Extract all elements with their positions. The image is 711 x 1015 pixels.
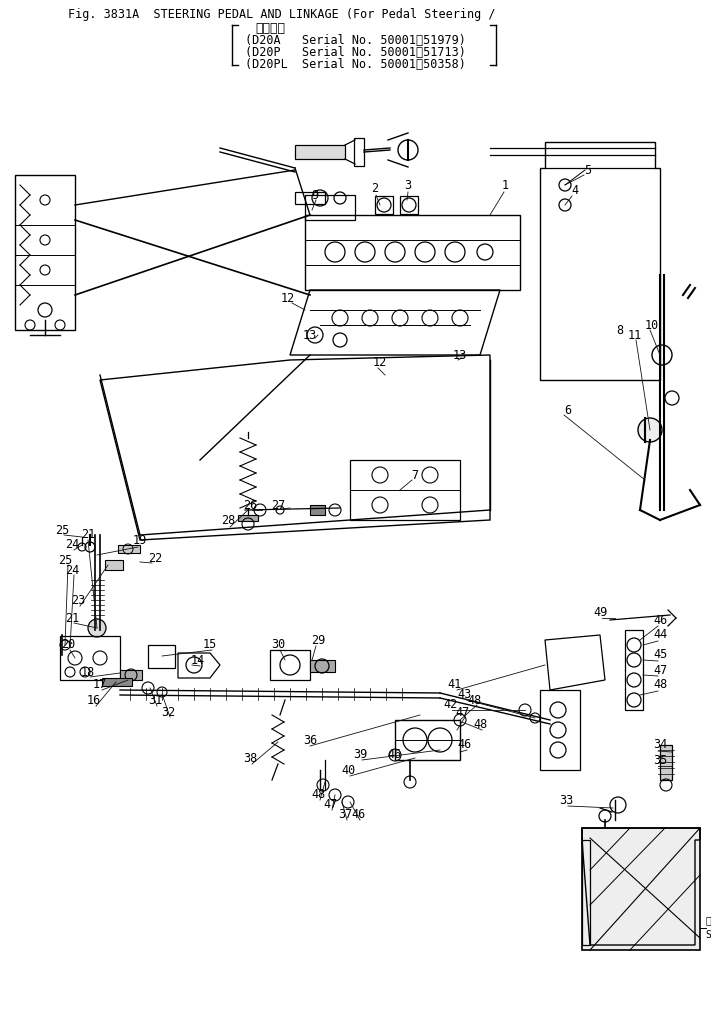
Text: 3: 3 — [405, 179, 412, 192]
Text: 29: 29 — [311, 633, 325, 647]
Text: 47: 47 — [653, 664, 667, 677]
Text: 13: 13 — [453, 348, 467, 361]
Text: 26: 26 — [243, 498, 257, 512]
Text: 20: 20 — [61, 638, 75, 652]
Text: 17: 17 — [93, 678, 107, 691]
Text: 34: 34 — [653, 739, 667, 751]
Text: 48: 48 — [468, 693, 482, 706]
Text: 46: 46 — [458, 739, 472, 751]
Text: 36: 36 — [303, 734, 317, 746]
Text: 19: 19 — [133, 534, 147, 546]
Text: 13: 13 — [303, 329, 317, 341]
Text: 47: 47 — [323, 799, 337, 812]
Text: 45: 45 — [653, 649, 667, 662]
Bar — [118, 545, 140, 553]
Text: 37: 37 — [338, 809, 352, 821]
Text: 22: 22 — [148, 551, 162, 564]
Text: 9: 9 — [311, 189, 319, 202]
Text: 31: 31 — [148, 693, 162, 706]
Text: 39: 39 — [353, 748, 367, 761]
Text: 44: 44 — [653, 628, 667, 641]
Text: 5: 5 — [584, 163, 592, 177]
Text: 適用号機: 適用号機 — [255, 22, 285, 35]
Text: (D20A   Serial No. 50001～51979): (D20A Serial No. 50001～51979) — [245, 33, 466, 47]
Text: 1: 1 — [501, 179, 508, 192]
Text: 8: 8 — [616, 324, 624, 337]
Text: (D20PL  Serial No. 50001～50358): (D20PL Serial No. 50001～50358) — [245, 58, 466, 71]
Text: (D20P   Serial No. 50001～51713): (D20P Serial No. 50001～51713) — [245, 46, 466, 59]
Text: 38: 38 — [243, 751, 257, 764]
Bar — [102, 678, 132, 686]
Bar — [120, 670, 142, 680]
Text: 21: 21 — [81, 529, 95, 541]
Bar — [310, 660, 335, 672]
Text: 16: 16 — [87, 693, 101, 706]
Text: 41: 41 — [448, 678, 462, 691]
Bar — [238, 515, 258, 521]
Text: 14: 14 — [191, 654, 205, 667]
Bar — [660, 745, 672, 780]
Text: 27: 27 — [271, 498, 285, 512]
Text: 15: 15 — [203, 638, 217, 652]
Text: 18: 18 — [81, 666, 95, 678]
Text: 33: 33 — [559, 794, 573, 807]
Circle shape — [88, 619, 106, 637]
Text: 46: 46 — [351, 809, 365, 821]
Text: 10: 10 — [645, 319, 659, 332]
Circle shape — [638, 418, 662, 442]
Text: ステアリングケースカバー: ステアリングケースカバー — [706, 915, 711, 925]
Text: 43: 43 — [458, 688, 472, 701]
Bar — [375, 196, 393, 214]
Text: 42: 42 — [443, 698, 457, 712]
Text: 24: 24 — [65, 563, 79, 577]
Text: 2: 2 — [371, 182, 378, 195]
Text: 46: 46 — [388, 748, 402, 761]
Text: 21: 21 — [65, 611, 79, 624]
Text: Steering Case Cover: Steering Case Cover — [706, 930, 711, 940]
Bar — [295, 145, 345, 159]
Text: 49: 49 — [593, 606, 607, 618]
Text: 4: 4 — [572, 184, 579, 197]
Bar — [295, 192, 325, 204]
Text: Fig. 3831A  STEERING PEDAL AND LINKAGE (For Pedal Steering /: Fig. 3831A STEERING PEDAL AND LINKAGE (F… — [68, 8, 496, 21]
Text: 40: 40 — [341, 763, 355, 776]
Polygon shape — [582, 828, 700, 950]
Text: 23: 23 — [71, 594, 85, 607]
Bar — [354, 138, 364, 166]
Text: 48: 48 — [653, 678, 667, 691]
Bar — [310, 505, 325, 515]
Text: 12: 12 — [281, 291, 295, 304]
Text: 47: 47 — [456, 705, 470, 719]
Text: 48: 48 — [311, 789, 325, 802]
Text: 25: 25 — [55, 524, 69, 537]
Text: 35: 35 — [653, 753, 667, 766]
Text: 46: 46 — [653, 613, 667, 626]
Text: 28: 28 — [221, 514, 235, 527]
Text: 12: 12 — [373, 355, 387, 368]
Bar — [400, 196, 418, 214]
Text: 48: 48 — [473, 719, 487, 732]
Bar — [625, 630, 643, 710]
Bar — [105, 560, 123, 570]
Text: 32: 32 — [161, 705, 175, 719]
Text: 6: 6 — [565, 404, 572, 416]
Text: 7: 7 — [412, 469, 419, 481]
Text: 11: 11 — [628, 329, 642, 341]
Text: 24: 24 — [65, 539, 79, 551]
Text: 25: 25 — [58, 553, 72, 566]
Text: 30: 30 — [271, 638, 285, 652]
